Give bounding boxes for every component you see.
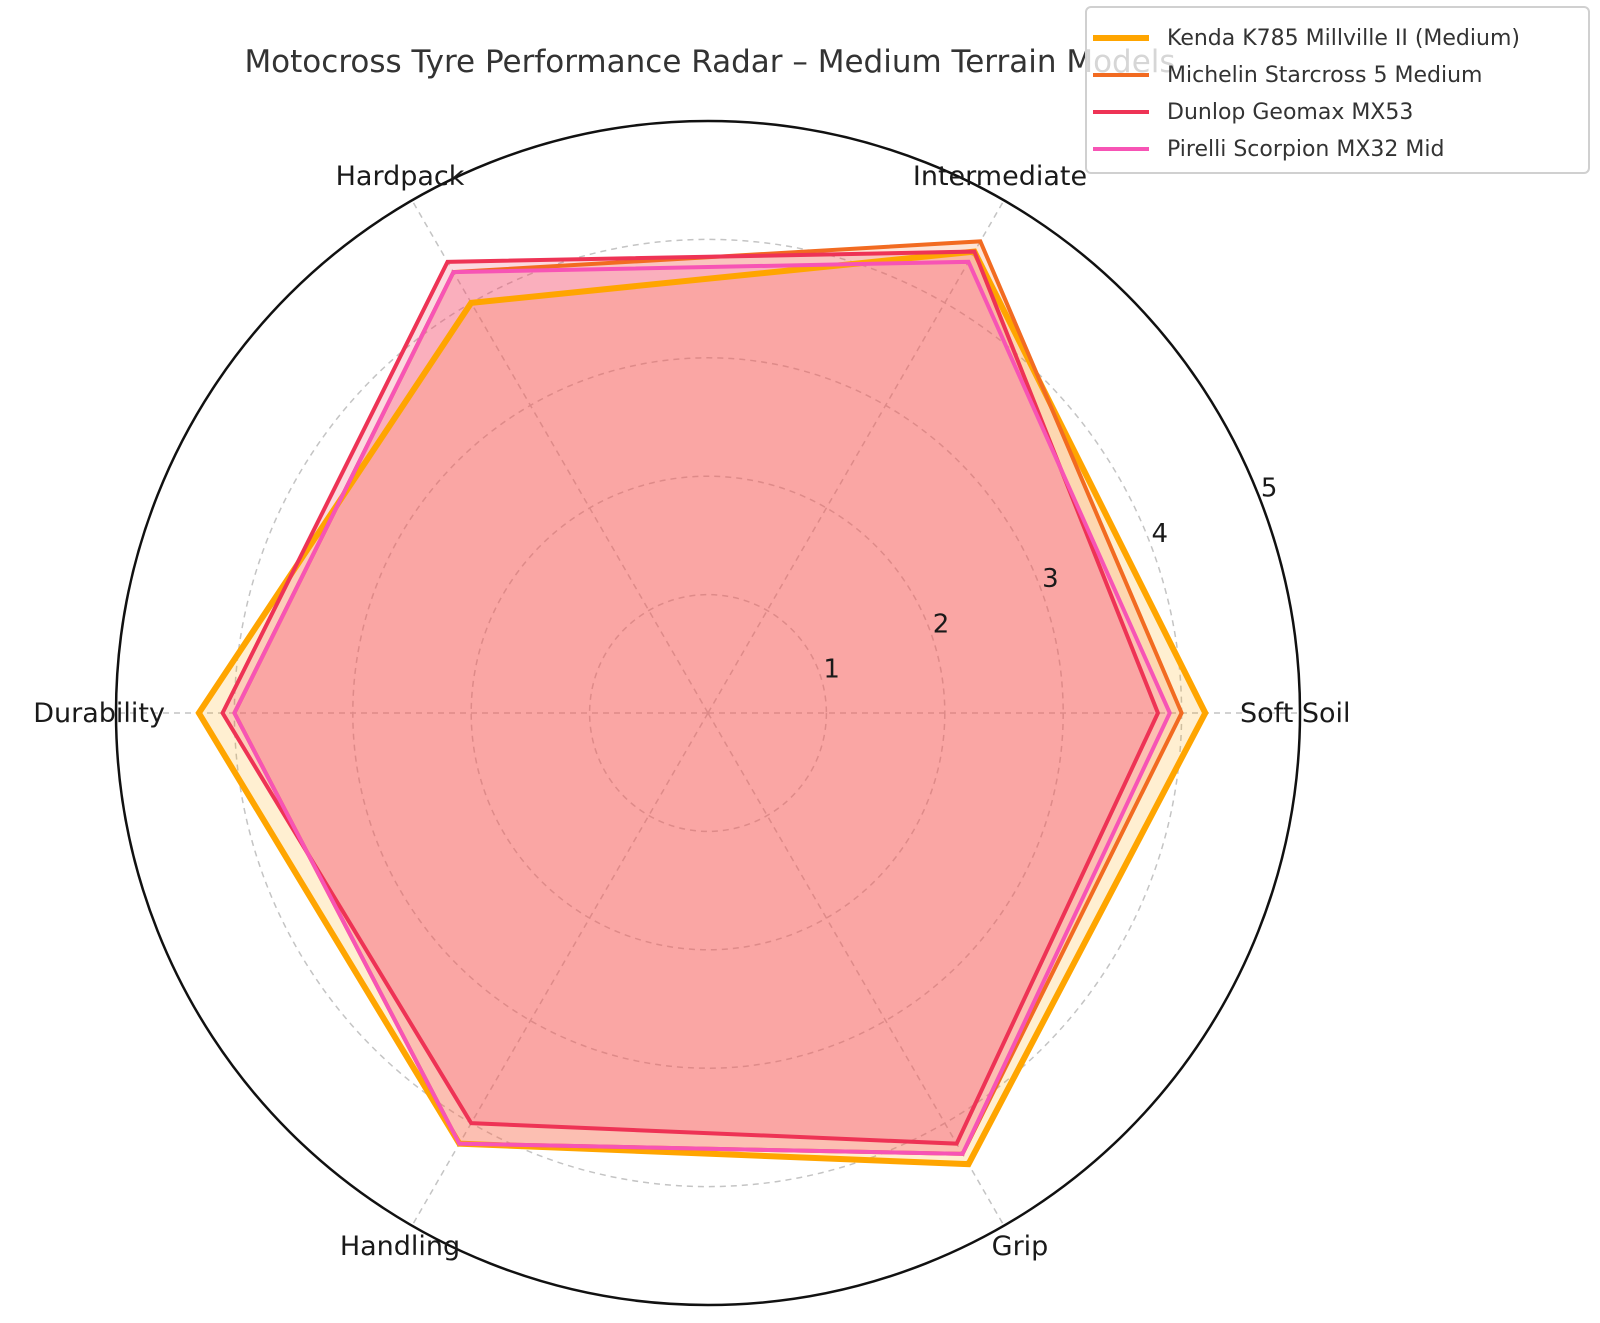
radial-tick-label: 1 xyxy=(823,655,840,685)
radial-tick-label: 3 xyxy=(1042,564,1059,594)
legend-item: Dunlop Geomax MX53 xyxy=(1087,94,1413,130)
radial-tick-label: 4 xyxy=(1152,519,1169,549)
legend-label: Pirelli Scorpion MX32 Mid xyxy=(1167,136,1445,162)
legend-swatch xyxy=(1093,147,1149,151)
outer-ring xyxy=(114,119,1302,1307)
legend-label: Michelin Starcross 5 Medium xyxy=(1167,62,1483,88)
radial-tick-labels: 1 2 3 4 5 xyxy=(823,473,1277,684)
chart-title: Motocross Tyre Performance Radar – Mediu… xyxy=(244,44,1175,80)
axis-label: Grip xyxy=(992,1231,1049,1262)
radial-tick-label: 2 xyxy=(933,609,950,639)
legend-label: Dunlop Geomax MX53 xyxy=(1167,99,1414,125)
axis-label: Handling xyxy=(340,1231,460,1262)
series-line xyxy=(220,249,1161,1146)
radial-tick-label: 5 xyxy=(1261,473,1278,503)
series-fill xyxy=(222,251,1158,1144)
legend-item: Kenda K785 Millville II (Medium) xyxy=(1087,20,1520,56)
legend-swatch xyxy=(1093,110,1149,114)
legend: Kenda K785 Millville II (Medium) Michelin… xyxy=(1085,6,1590,174)
legend-swatch xyxy=(1093,73,1149,77)
legend-swatch xyxy=(1093,35,1149,41)
series-fill xyxy=(234,241,1182,1154)
axis-labels: Soft Soil Intermediate Hardpack Durability H… xyxy=(33,161,1350,1262)
legend-label: Kenda K785 Millville II (Medium) xyxy=(1167,25,1520,51)
grid-ring xyxy=(588,593,828,833)
axis-label: Hardpack xyxy=(336,161,465,192)
series-fill xyxy=(234,261,1170,1154)
series-fill xyxy=(198,251,1206,1165)
axis-label: Intermediate xyxy=(913,161,1087,192)
series-line xyxy=(232,259,1172,1156)
legend-item: Michelin Starcross 5 Medium xyxy=(1087,57,1482,93)
axis-label: Soft Soil xyxy=(1240,698,1351,729)
series-layer xyxy=(195,239,1209,1168)
legend-item: Pirelli Scorpion MX32 Mid xyxy=(1087,131,1444,167)
axis-label: Durability xyxy=(33,698,165,729)
